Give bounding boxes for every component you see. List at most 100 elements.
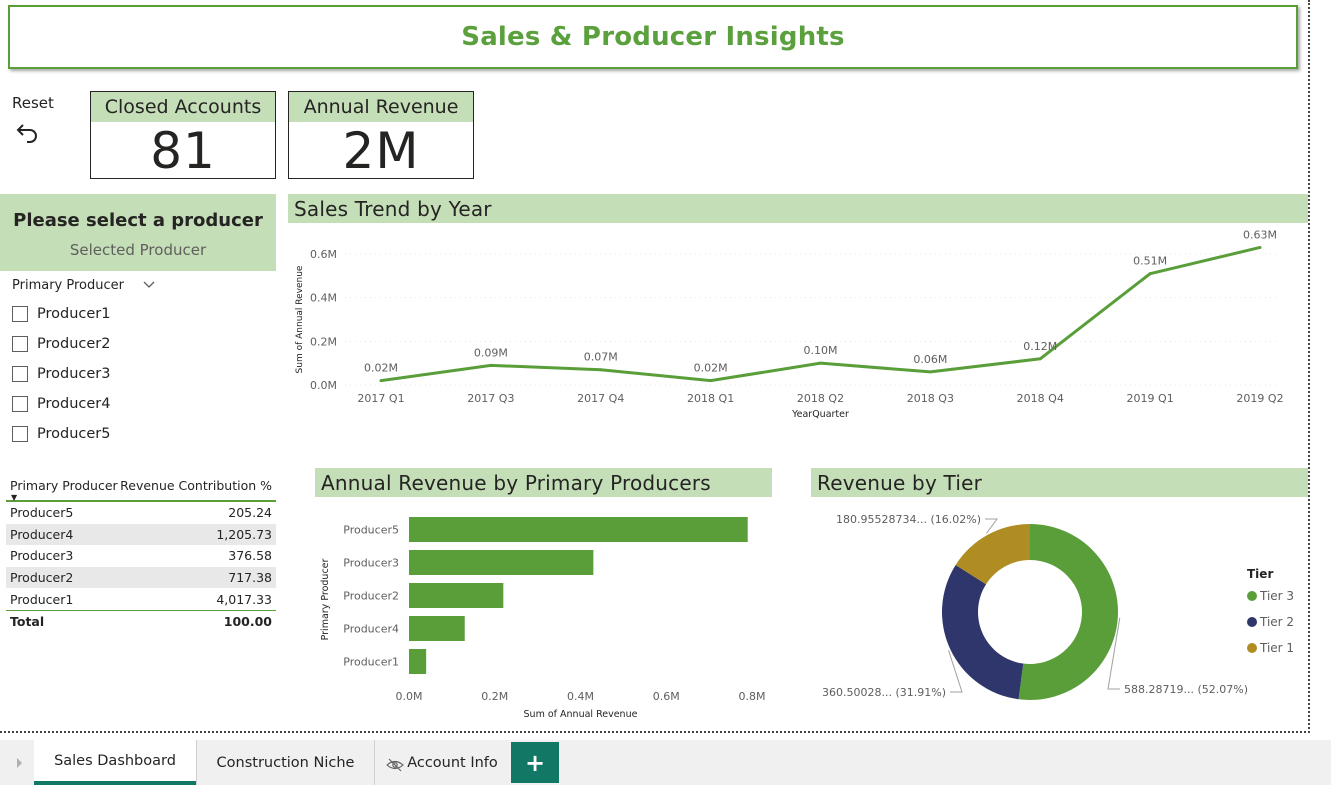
table-total-row: Total 100.00 (6, 609, 276, 632)
x-tick-label: 2018 Q2 (797, 392, 844, 405)
tab-construction-niche[interactable]: Construction Niche (197, 740, 374, 785)
table-cell-producer: Producer5 (10, 505, 74, 521)
checkbox[interactable] (12, 336, 28, 352)
leader-line (1107, 617, 1121, 690)
table-row[interactable]: Producer2 717.38 (6, 566, 276, 589)
tab-account-info[interactable]: Account Info (375, 740, 509, 785)
undo-icon (16, 124, 37, 143)
table-cell-value: 4,017.33 (216, 591, 272, 607)
slicer-option-producer5[interactable]: Producer5 (12, 419, 272, 449)
x-tick-label: 2018 Q4 (1017, 392, 1064, 405)
y-tick-label: 0.0M (310, 379, 337, 392)
table-total-value: 100.00 (223, 613, 272, 629)
report-title: Sales & Producer Insights (461, 22, 845, 52)
table-cell-value: 205.24 (228, 505, 272, 521)
slicer-option-producer1[interactable]: Producer1 (12, 299, 272, 329)
scroll-left-icon[interactable] (14, 757, 24, 769)
sales-trend-title-text: Sales Trend by Year (294, 196, 492, 221)
checkbox[interactable] (12, 426, 28, 442)
legend-marker (1247, 617, 1257, 627)
checkbox[interactable] (12, 396, 28, 412)
x-axis-title: Sum of Annual Revenue (524, 709, 638, 720)
donut-slice (955, 524, 1030, 585)
x-tick-label: 2018 Q3 (907, 392, 954, 405)
page-tab-bar: Sales Dashboard Construction Niche Accou… (0, 740, 1331, 785)
table-header: Primary Producer Revenue Contribution % … (6, 476, 276, 502)
chevron-down-icon[interactable] (142, 280, 156, 290)
legend-label: Tier 3 (1259, 589, 1294, 603)
category-label: Producer1 (343, 656, 399, 669)
line-point (1148, 272, 1152, 276)
slice-data-label: 180.95528734... (16.02%) (836, 513, 981, 526)
producer-revenue-bar-chart[interactable]: Producer5 Producer3 Producer2 Producer4 Prod… (315, 505, 775, 730)
producer-revenue-title: Annual Revenue by Primary Producers (315, 468, 772, 497)
data-label: 0.02M (364, 362, 398, 375)
leader-line (948, 650, 963, 693)
table-cell-producer: Producer4 (10, 526, 74, 542)
table-row[interactable]: Producer1 4,017.33 (6, 588, 276, 610)
revenue-tier-donut-chart[interactable]: 588.28719... (52.07%) 360.50028... (31.91… (811, 505, 1308, 730)
reset-button[interactable]: Reset (12, 94, 72, 154)
table-row[interactable]: Producer3 376.58 (6, 545, 276, 567)
table-row[interactable]: Producer5 205.24 (6, 502, 276, 524)
x-tick-label: 2017 Q3 (467, 392, 514, 405)
x-tick-label: 0.4M (567, 690, 594, 703)
data-label: 0.10M (804, 344, 838, 357)
producer-select-panel: Please select a producer Selected Produc… (0, 194, 276, 271)
legend-marker (1247, 643, 1257, 653)
y-tick-label: 0.6M (310, 248, 337, 261)
column-header-contribution[interactable]: Revenue Contribution % (120, 478, 272, 493)
table-cell-producer: Producer3 (10, 548, 74, 564)
tab-label: Sales Dashboard (54, 752, 176, 769)
x-tick-label: 2017 Q4 (577, 392, 624, 405)
x-tick-label: 0.6M (653, 690, 680, 703)
legend-marker (1247, 591, 1257, 601)
x-axis-title: YearQuarter (791, 409, 849, 420)
slicer-option-label: Producer5 (37, 426, 111, 442)
data-label: 0.06M (913, 353, 947, 366)
category-label: Producer2 (343, 590, 399, 603)
tab-label: Construction Niche (216, 754, 355, 771)
legend-title: Tier (1247, 567, 1273, 581)
table-cell-producer: Producer1 (10, 591, 74, 607)
table-row[interactable]: Producer4 1,205.73 (6, 523, 276, 546)
line-point (599, 368, 603, 372)
slicer-option-producer2[interactable]: Producer2 (12, 329, 272, 359)
closed-accounts-card: Closed Accounts 81 (90, 91, 276, 180)
checkbox[interactable] (12, 306, 28, 322)
data-label: 0.09M (474, 346, 508, 359)
slicer-option-producer4[interactable]: Producer4 (12, 389, 272, 419)
hidden-page-icon (386, 758, 405, 771)
table-cell-value: 717.38 (228, 570, 272, 586)
data-label: 0.12M (1023, 340, 1057, 353)
reset-label: Reset (12, 94, 54, 112)
slicer-option-label: Producer4 (37, 396, 111, 412)
add-page-button[interactable]: + (511, 742, 559, 783)
line-point (709, 379, 713, 383)
card-value: 2M (342, 122, 420, 180)
bar (409, 649, 427, 674)
sales-trend-line-chart[interactable]: 0.0M 0.2M 0.4M 0.6M Sum of Annual Revenue 201… (288, 230, 1306, 430)
producer-select-title: Please select a producer (13, 210, 263, 231)
tab-sales-dashboard[interactable]: Sales Dashboard (34, 740, 196, 785)
donut-slice (942, 564, 1024, 700)
producer-revenue-title-text: Annual Revenue by Primary Producers (321, 470, 711, 495)
slicer-option-producer3[interactable]: Producer3 (12, 359, 272, 389)
sales-trend-title: Sales Trend by Year (288, 194, 1308, 223)
revenue-tier-title: Revenue by Tier (811, 468, 1308, 497)
line-point (1258, 245, 1262, 249)
line-point (819, 361, 822, 365)
x-tick-label: 2017 Q1 (357, 392, 404, 405)
column-header-producer[interactable]: Primary Producer (10, 478, 118, 493)
primary-producer-slicer: Primary Producer Producer1 Producer2 Pro… (12, 276, 272, 449)
y-tick-label: 0.4M (310, 292, 337, 305)
category-label: Producer5 (343, 524, 399, 537)
x-tick-label: 2019 Q2 (1236, 392, 1283, 405)
leader-line (985, 518, 998, 534)
checkbox[interactable] (12, 366, 28, 382)
table-cell-value: 376.58 (228, 548, 272, 564)
slicer-option-label: Producer1 (37, 306, 111, 322)
x-tick-label: 2018 Q1 (687, 392, 734, 405)
card-value: 81 (150, 122, 216, 180)
slicer-header[interactable]: Primary Producer (12, 276, 272, 294)
